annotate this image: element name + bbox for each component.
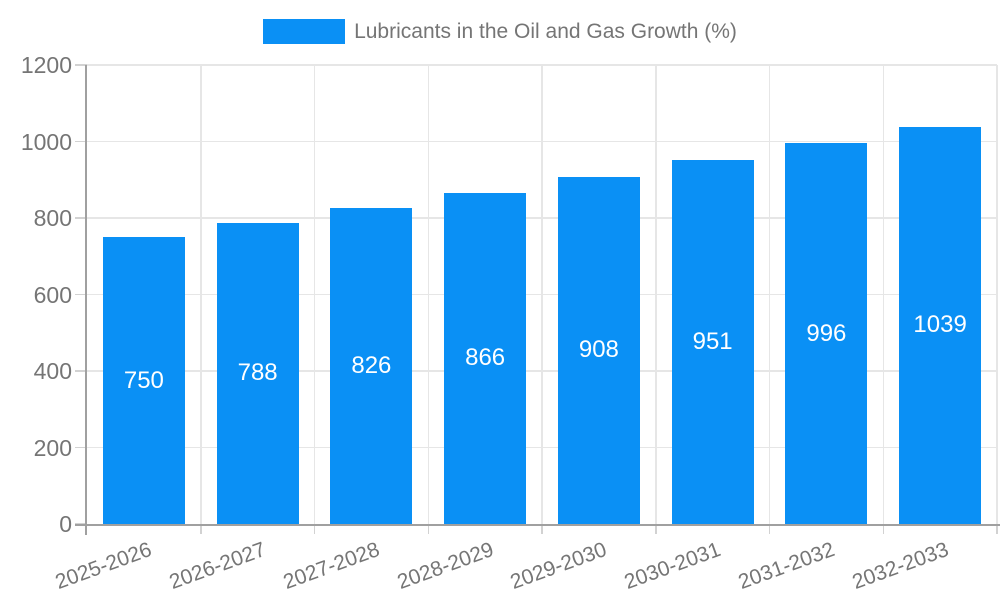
y-axis-tick-label: 200 — [33, 434, 72, 461]
x-axis-tick — [541, 524, 543, 534]
x-axis-tick — [313, 524, 316, 534]
x-axis-tick — [200, 524, 202, 534]
y-axis-tick — [75, 217, 87, 219]
legend-label: Lubricants in the Oil and Gas Growth (%) — [354, 19, 737, 43]
bar: 1039 — [899, 126, 982, 524]
bar: 951 — [671, 160, 754, 524]
y-axis-tick — [75, 64, 87, 66]
y-axis-tick — [75, 140, 87, 143]
y-axis-tick-label: 1200 — [20, 52, 72, 78]
gridline-vertical — [768, 65, 771, 524]
gridline-vertical — [313, 65, 316, 524]
bar: 750 — [102, 237, 185, 524]
y-axis-tick-label: 400 — [33, 358, 72, 384]
bar-value-label: 750 — [123, 366, 164, 394]
bar: 826 — [330, 208, 413, 524]
x-axis-category-label: 2030-2031 — [621, 537, 724, 594]
y-axis-tick — [75, 446, 87, 449]
y-axis-tick — [75, 370, 87, 372]
chart-legend[interactable]: Lubricants in the Oil and Gas Growth (%) — [0, 19, 1000, 44]
bar-value-label: 908 — [578, 336, 619, 364]
gridline-vertical — [200, 65, 202, 524]
x-axis-category-label: 2028-2029 — [394, 537, 497, 594]
x-axis-category-label: 2029-2030 — [507, 537, 611, 594]
y-axis-tick-label: 1000 — [20, 128, 72, 155]
bar-value-label: 951 — [692, 328, 733, 356]
gridline-vertical — [996, 65, 998, 524]
bar: 908 — [557, 176, 640, 524]
bar-value-label: 996 — [806, 319, 847, 347]
x-axis-category-label: 2032-2033 — [849, 537, 952, 594]
x-axis-tick — [427, 524, 429, 534]
gridline-vertical — [655, 65, 657, 524]
x-axis-line — [75, 524, 1000, 526]
bar: 866 — [444, 192, 527, 524]
y-axis-tick-label: 600 — [33, 281, 72, 308]
x-axis-tick — [996, 524, 998, 534]
y-axis-tick-label: 0 — [59, 511, 72, 537]
bar: 788 — [216, 222, 299, 524]
y-axis-tick — [75, 293, 87, 296]
x-axis-category-label: 2031-2032 — [735, 537, 838, 594]
bar-value-label: 826 — [351, 352, 392, 380]
bar: 996 — [785, 143, 868, 524]
gridline-vertical — [541, 65, 543, 524]
x-axis-tick — [655, 524, 657, 534]
x-axis-tick — [768, 524, 771, 534]
gridline-vertical — [427, 65, 429, 524]
x-axis-category-label: 2027-2028 — [280, 537, 383, 594]
legend-swatch — [263, 19, 346, 44]
y-axis-tick-label: 800 — [33, 205, 72, 231]
gridline-vertical — [882, 65, 884, 524]
x-axis-category-label: 2025-2026 — [52, 537, 156, 594]
bar-value-label: 866 — [465, 344, 506, 372]
x-axis-category-label: 2026-2027 — [166, 537, 269, 594]
y-axis-line — [85, 65, 87, 535]
bar-value-label: 788 — [237, 359, 278, 387]
x-axis-tick — [882, 524, 884, 534]
bar-value-label: 1039 — [913, 311, 967, 339]
